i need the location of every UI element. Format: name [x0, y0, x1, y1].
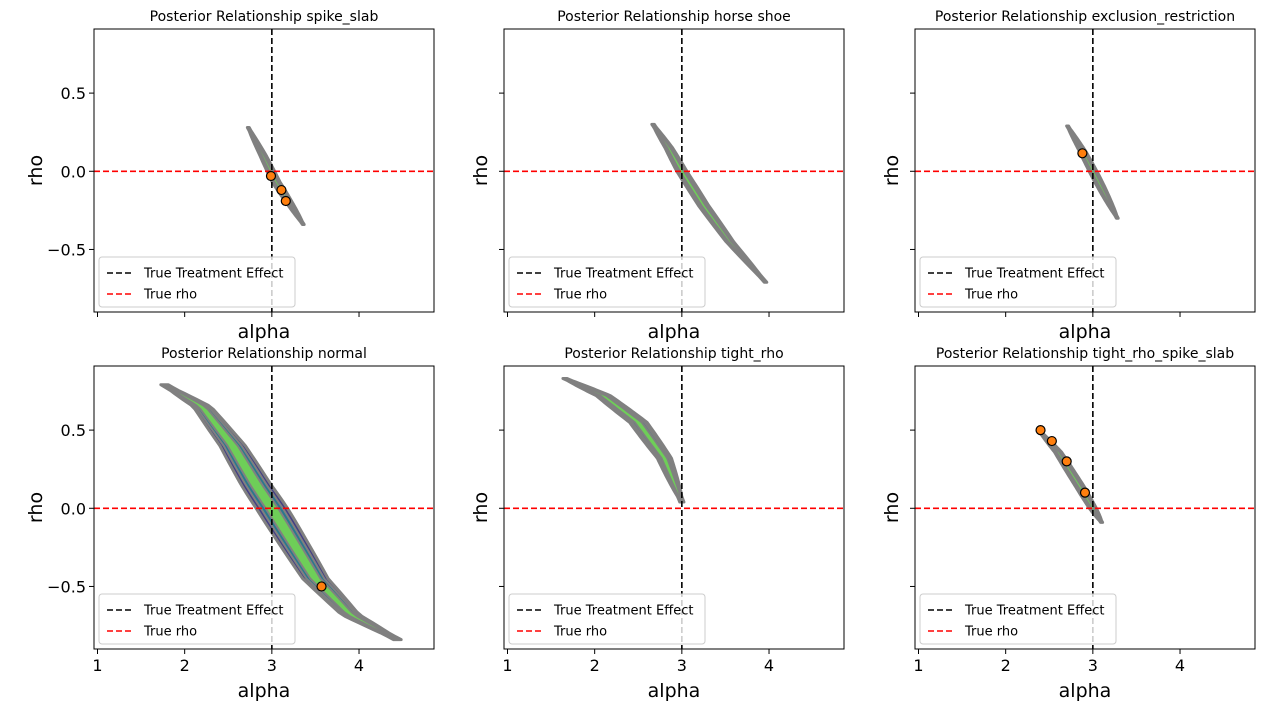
data-point	[1077, 148, 1088, 159]
subplot-title: Posterior Relationship spike_slab	[150, 9, 379, 25]
x-tick-label: 4	[354, 656, 364, 675]
y-axis-label: rho	[25, 492, 47, 523]
y-tick-label: −0.5	[47, 577, 86, 596]
subplot-title: Posterior Relationship tight_rho	[564, 346, 783, 362]
subplot-6: Posterior Relationship tight_rho_spike_s…	[881, 346, 1256, 702]
axes-frame	[93, 28, 435, 313]
legend-label: True Treatment Effect	[964, 267, 1104, 282]
x-tick-label: 3	[677, 656, 687, 675]
contour-inner	[246, 126, 305, 226]
legend-label: True rho	[964, 625, 1018, 640]
contour-middle	[562, 377, 685, 504]
x-axis-label: alpha	[238, 321, 291, 343]
axes-frame	[914, 365, 1256, 650]
subplot-title: Posterior Relationship tight_rho_spike_s…	[936, 346, 1234, 362]
subplot-3: Posterior Relationship exclusion_restric…	[881, 9, 1256, 343]
data-point	[1061, 456, 1072, 467]
legend-box	[98, 256, 296, 308]
x-tick-label: 1	[92, 656, 102, 675]
y-tick-label: −0.5	[47, 240, 86, 259]
data-point	[316, 581, 327, 592]
x-tick-label: 3	[1088, 656, 1098, 675]
data-point	[1035, 425, 1046, 436]
x-tick-label: 2	[1001, 656, 1011, 675]
legend-label: True Treatment Effect	[553, 267, 693, 282]
legend: True Treatment Effect True rho	[919, 593, 1117, 645]
subplot-2: Posterior Relationship horse shoe alpha rh…	[470, 9, 845, 343]
contour-inner	[651, 123, 768, 284]
legend-label: True rho	[553, 625, 607, 640]
axes-frame	[914, 28, 1256, 313]
y-tick-label: 0.0	[61, 499, 86, 518]
legend-label: True Treatment Effect	[143, 267, 283, 282]
legend: True Treatment Effect True rho	[919, 256, 1117, 308]
data-point	[265, 170, 277, 182]
y-tick-label: 0.0	[61, 162, 86, 181]
x-axis-label: alpha	[1059, 321, 1112, 343]
x-tick-label: 3	[267, 656, 277, 675]
legend-label: True rho	[553, 288, 607, 303]
contour-outer	[561, 377, 686, 504]
y-axis-label: rho	[881, 492, 903, 523]
legend: True Treatment Effect True rho	[98, 593, 296, 645]
contour-inner	[563, 377, 684, 504]
x-tick-label: 1	[502, 656, 512, 675]
legend-box	[919, 256, 1117, 308]
subplot-title: Posterior Relationship exclusion_restric…	[935, 9, 1235, 25]
legend-label: True rho	[143, 625, 197, 640]
x-tick-label: 4	[764, 656, 774, 675]
y-tick-label: 0.5	[61, 421, 86, 440]
legend-box	[508, 256, 706, 308]
y-axis-label: rho	[881, 155, 903, 186]
y-tick-label: 0.5	[61, 84, 86, 103]
legend-box	[508, 593, 706, 645]
legend: True Treatment Effect True rho	[508, 256, 706, 308]
y-axis-label: rho	[25, 155, 47, 186]
x-axis-label: alpha	[238, 680, 291, 702]
legend: True Treatment Effect True rho	[508, 593, 706, 645]
subplot-5: Posterior Relationship tight_rho 1 2 3 4 alph…	[470, 346, 845, 702]
legend: True Treatment Effect True rho	[98, 256, 296, 308]
x-axis-label: alpha	[1059, 680, 1112, 702]
x-axis-label: alpha	[648, 680, 701, 702]
x-axis-label: alpha	[648, 321, 701, 343]
x-tick-label: 2	[180, 656, 190, 675]
legend-label: True rho	[964, 288, 1018, 303]
legend-label: True Treatment Effect	[553, 604, 693, 619]
subplot-title: Posterior Relationship horse shoe	[557, 9, 791, 25]
legend-box	[98, 593, 296, 645]
axes-frame	[503, 28, 845, 313]
data-point	[1046, 435, 1057, 447]
data-point	[280, 195, 291, 207]
contour-inner	[162, 383, 400, 641]
x-tick-label: 2	[590, 656, 600, 675]
axes-frame	[93, 365, 435, 650]
legend-box	[919, 593, 1117, 645]
contour-inner	[1066, 124, 1119, 220]
data-point	[1079, 487, 1091, 498]
subplot-1: Posterior Relationship spike_slab −0.5 0.0…	[25, 9, 435, 343]
legend-label: True Treatment Effect	[143, 604, 283, 619]
y-axis-label: rho	[470, 492, 492, 523]
subplot-title: Posterior Relationship normal	[161, 346, 367, 362]
legend-label: True Treatment Effect	[964, 604, 1104, 619]
y-axis-label: rho	[470, 155, 492, 186]
x-tick-label: 1	[913, 656, 923, 675]
subplot-4: Posterior Relationship normal 1 2 3 4 −0.5 0.0…	[25, 346, 435, 702]
legend-label: True rho	[143, 288, 197, 303]
x-tick-label: 4	[1175, 656, 1185, 675]
data-point	[276, 184, 287, 196]
axes-frame	[503, 365, 845, 650]
